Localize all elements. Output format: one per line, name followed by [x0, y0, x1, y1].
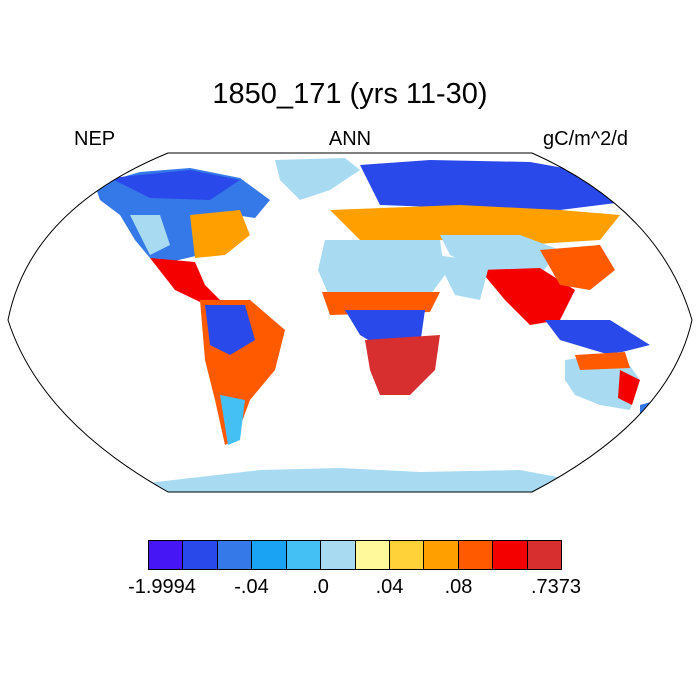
- colorbar-tick-label: .08: [444, 576, 473, 598]
- region-south-asia: [480, 268, 575, 325]
- colorbar-swatch: [458, 541, 494, 569]
- globe-outline: [7, 152, 693, 493]
- region-antarctica: [130, 468, 600, 492]
- region-na-north: [110, 170, 240, 200]
- colorbar-tick-label: -1.9994: [128, 576, 196, 598]
- region-new-zealand: [640, 398, 665, 425]
- region-eurasia-north: [360, 160, 640, 210]
- region-amazon: [205, 305, 255, 355]
- region-australia-north: [575, 352, 630, 370]
- map-title: 1850_171 (yrs 11-30): [212, 78, 488, 110]
- colorbar-tick-label: -.04: [234, 576, 269, 598]
- season-label: ANN: [328, 128, 372, 150]
- colorbar-swatch: [286, 541, 322, 569]
- region-sa-south: [220, 395, 245, 445]
- region-na-west: [130, 215, 170, 255]
- colorbar-swatch: [424, 541, 459, 569]
- region-southern-africa: [365, 335, 440, 395]
- variable-label: NEP: [74, 128, 116, 150]
- region-east-asia: [540, 245, 615, 290]
- colorbar-swatch: [217, 541, 253, 569]
- region-greenland: [275, 158, 360, 200]
- region-central-america: [150, 258, 220, 302]
- colorbar-tick-label: .7373: [530, 576, 582, 598]
- colorbar-swatch: [389, 541, 425, 569]
- colorbar-swatch: [149, 541, 184, 569]
- land-fields: [95, 158, 665, 492]
- region-australia-east: [618, 370, 640, 405]
- region-na-east: [190, 210, 250, 258]
- units-label: gC/m^2/d: [543, 128, 628, 150]
- colorbar-swatch: [252, 541, 287, 569]
- colorbar-swatch: [527, 541, 562, 569]
- colorbar-swatch: [493, 541, 528, 569]
- colorbar-tick-label: .04: [375, 576, 404, 598]
- colorbar-swatch: [355, 541, 390, 569]
- region-sahel: [322, 292, 440, 315]
- colorbar-swatch: [321, 541, 356, 569]
- region-arabia: [435, 255, 490, 300]
- region-maritime-asia: [545, 320, 650, 355]
- colorbar: [148, 540, 562, 570]
- colorbar-tick-label: .0: [312, 576, 329, 598]
- region-sahara: [318, 240, 445, 298]
- colorbar-swatch: [183, 541, 218, 569]
- region-eurasia-mid: [330, 205, 620, 245]
